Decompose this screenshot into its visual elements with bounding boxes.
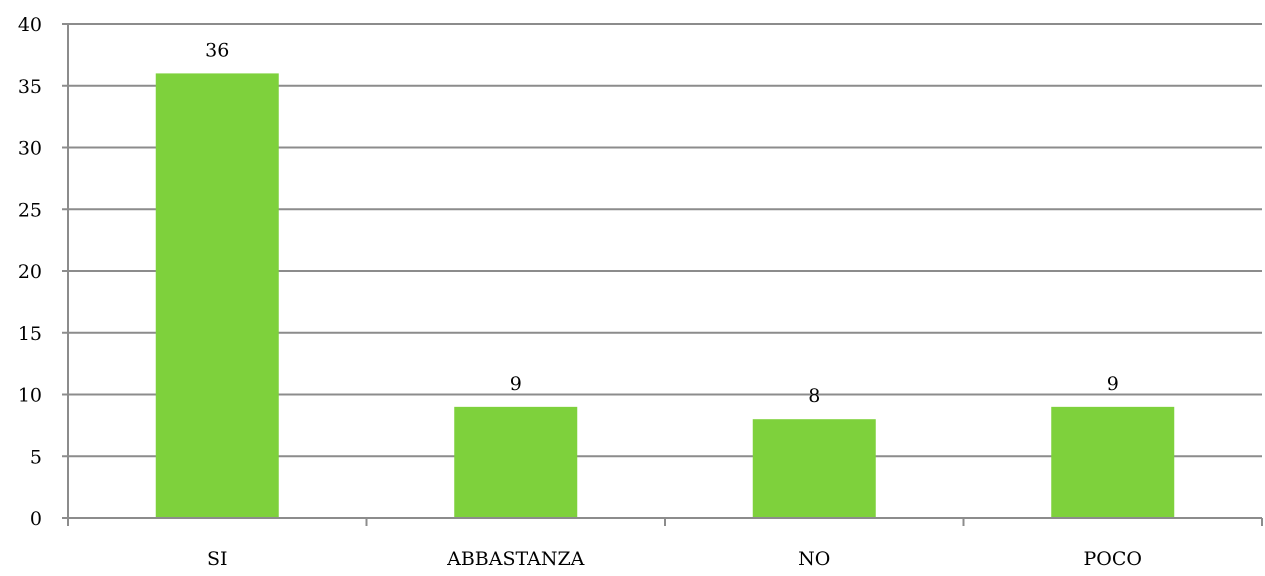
data-label-no: 8 — [808, 385, 820, 407]
x-tick-label: SI — [207, 548, 228, 570]
y-tick-label: 20 — [18, 261, 42, 283]
axes — [62, 23, 1263, 526]
y-tick-label: 30 — [18, 138, 42, 160]
x-tick-label: POCO — [1084, 548, 1142, 570]
data-label-si: 36 — [205, 39, 229, 61]
bar-no — [752, 419, 876, 518]
y-tick-label: 5 — [30, 446, 42, 468]
y-tick-label: 40 — [18, 14, 42, 36]
bars — [155, 73, 1175, 519]
y-tick-label: 35 — [18, 76, 42, 98]
y-tick-label: 0 — [30, 508, 42, 530]
bar-poco — [1051, 406, 1175, 518]
data-label-abbastanza: 9 — [510, 373, 522, 395]
data-label-poco: 9 — [1107, 373, 1119, 395]
x-tick-label: ABBASTANZA — [446, 548, 585, 570]
y-tick-label: 25 — [18, 199, 42, 221]
y-tick-label: 10 — [18, 385, 42, 407]
bar-si — [155, 73, 279, 519]
x-tick-label: NO — [798, 548, 830, 570]
labels: 0 5 10 15 20 25 30 35 40 36 SI 9 ABBASTANZA 8 NO 9 POCO — [18, 14, 1142, 570]
y-tick-label: 15 — [18, 323, 42, 345]
bar-abbastanza — [454, 406, 578, 518]
